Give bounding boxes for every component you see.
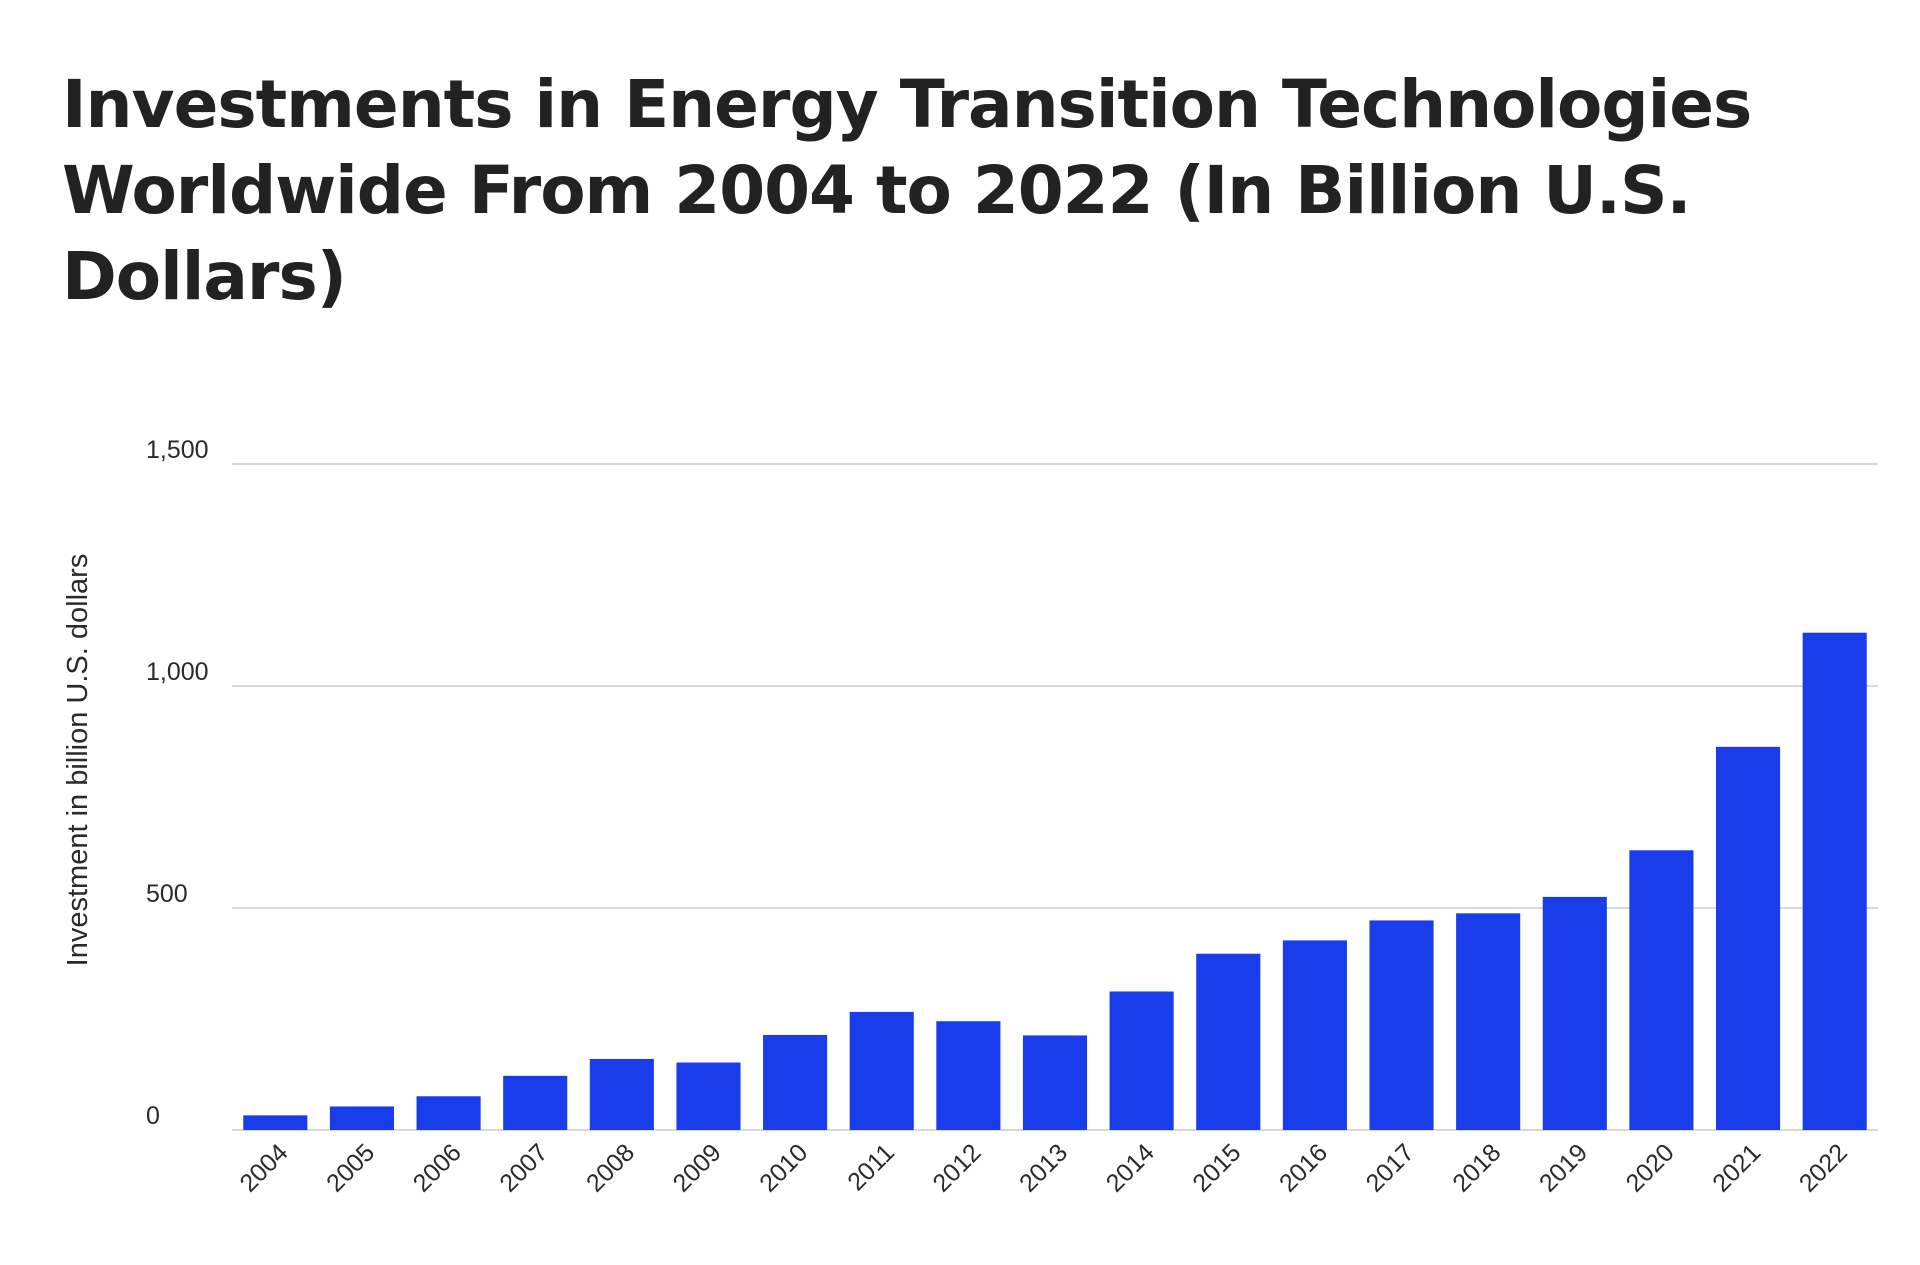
- bar-2008: [589, 1058, 654, 1130]
- bar-2015: [1196, 953, 1261, 1130]
- x-tick-label: 2009: [668, 1138, 727, 1197]
- bar-2020: [1629, 850, 1694, 1130]
- bar-2011: [849, 1011, 914, 1130]
- x-tick-label: 2010: [754, 1138, 813, 1197]
- y-axis-title: Investment in billion U.S. dollars: [62, 554, 94, 967]
- bar-2004: [243, 1115, 308, 1130]
- bar-2007: [503, 1075, 568, 1130]
- x-tick-label: 2019: [1534, 1138, 1593, 1197]
- x-tick-label: 2014: [1101, 1138, 1160, 1197]
- x-tick-label: 2004: [234, 1138, 293, 1197]
- bar-2005: [329, 1106, 394, 1130]
- bar-2019: [1542, 896, 1607, 1130]
- x-tick-label: 2022: [1794, 1138, 1853, 1197]
- x-tick-label: 2016: [1274, 1138, 1333, 1197]
- bar-2017: [1369, 920, 1434, 1130]
- x-tick-label: 2005: [321, 1138, 380, 1197]
- bar-2016: [1282, 940, 1347, 1130]
- bar-2014: [1109, 991, 1174, 1130]
- bar-2006: [416, 1096, 481, 1130]
- bars: [243, 632, 1867, 1130]
- bar-2012: [936, 1021, 1001, 1130]
- x-tick-label: 2015: [1187, 1138, 1246, 1197]
- chart-title: Investments in Energy Transition Technol…: [62, 66, 1752, 315]
- x-tick-label: 2021: [1707, 1138, 1766, 1197]
- x-tick-label: 2008: [581, 1138, 640, 1197]
- bar-2018: [1456, 913, 1521, 1130]
- y-tick-label: 1,000: [146, 658, 209, 686]
- y-tick-label: 500: [146, 880, 188, 908]
- x-axis-ticks: 2004 2005 2006 2007 2008 2009 2010 2011 2012 2013…: [234, 1138, 1853, 1197]
- bar-2013: [1022, 1035, 1088, 1130]
- x-tick-label: 2017: [1361, 1138, 1420, 1197]
- x-tick-label: 2020: [1621, 1138, 1680, 1197]
- bar-2009: [676, 1062, 741, 1130]
- x-tick-label: 2011: [842, 1138, 900, 1196]
- bar-2010: [763, 1034, 828, 1130]
- x-tick-label: 2007: [494, 1138, 553, 1197]
- y-axis-ticks: 0 500 1,000 1,500: [146, 436, 209, 1130]
- x-tick-label: 2006: [408, 1138, 467, 1197]
- y-tick-label: 0: [146, 1102, 160, 1130]
- x-tick-label: 2018: [1447, 1138, 1506, 1197]
- y-tick-label: 1,500: [146, 436, 209, 464]
- x-tick-label: 2013: [1014, 1138, 1073, 1197]
- x-tick-label: 2012: [927, 1138, 986, 1197]
- bar-2021: [1716, 746, 1781, 1130]
- bar-2022: [1802, 632, 1867, 1130]
